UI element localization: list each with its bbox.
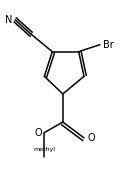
- Text: Br: Br: [102, 40, 113, 50]
- Text: N: N: [5, 15, 13, 25]
- Text: O: O: [34, 128, 42, 138]
- Text: methyl: methyl: [33, 147, 55, 152]
- Text: O: O: [88, 133, 96, 143]
